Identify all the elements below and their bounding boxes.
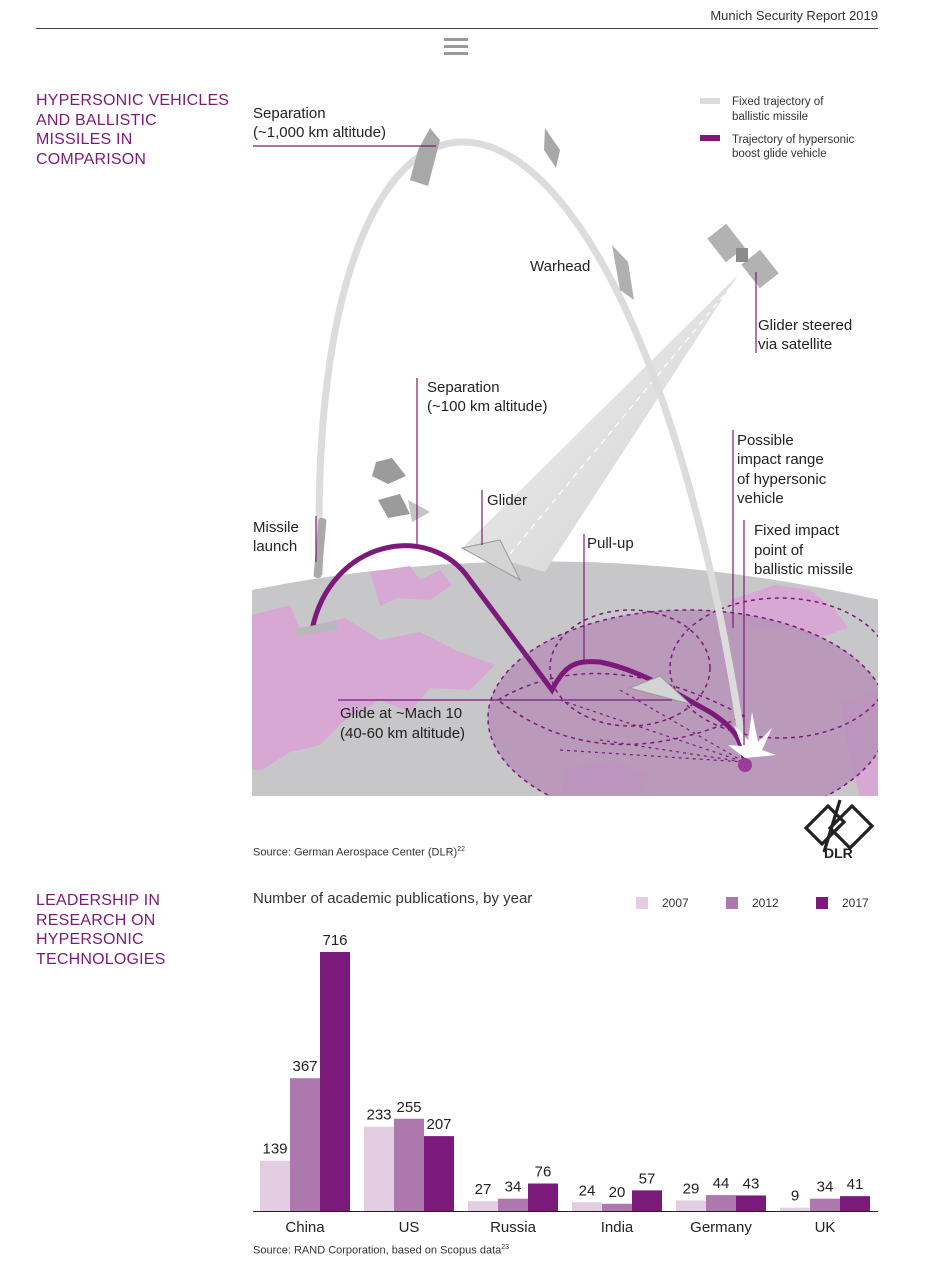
dlr-logo-icon: DLR bbox=[803, 799, 875, 860]
bar-value-label: 233 bbox=[366, 1107, 391, 1124]
bar-value-label: 27 bbox=[475, 1181, 492, 1198]
bar-value-label: 139 bbox=[262, 1141, 287, 1158]
bar-russia-2012 bbox=[498, 1198, 528, 1211]
legend-hypersonic-line1: Trajectory of hypersonic bbox=[732, 134, 855, 146]
label-glider-steered: Glider steered bbox=[758, 317, 852, 334]
label-fixed-impact-2: point of bbox=[754, 542, 804, 559]
bar-value-label: 76 bbox=[535, 1164, 552, 1181]
launch-pad-icon bbox=[294, 621, 338, 637]
separated-stages-icon bbox=[372, 458, 430, 522]
legend-hypersonic-line2: boost glide vehicle bbox=[732, 148, 827, 160]
menu-icon[interactable] bbox=[444, 38, 468, 58]
impact-burst-icon bbox=[728, 712, 776, 758]
bar-value-label: 20 bbox=[609, 1184, 626, 1201]
bar-value-label: 9 bbox=[791, 1188, 799, 1205]
report-title: Munich Security Report 2019 bbox=[710, 8, 878, 23]
label-glide-altitude: (40-60 km altitude) bbox=[340, 725, 465, 742]
diagram-source: Source: German Aerospace Center (DLR)22 bbox=[253, 846, 465, 859]
bar-us-2012 bbox=[394, 1118, 424, 1211]
bar-india-2007 bbox=[572, 1202, 602, 1211]
rocket-stage-icon bbox=[410, 128, 560, 186]
bar-russia-2017 bbox=[528, 1183, 558, 1211]
bar-value-label: 255 bbox=[396, 1099, 421, 1116]
category-label-russia: Russia bbox=[490, 1219, 537, 1236]
bar-value-label: 34 bbox=[817, 1179, 834, 1196]
ballistic-trajectory bbox=[315, 138, 749, 761]
bar-germany-2007 bbox=[676, 1200, 706, 1211]
bar-value-label: 716 bbox=[322, 932, 347, 949]
bar-value-label: 367 bbox=[292, 1058, 317, 1075]
bar-russia-2007 bbox=[468, 1201, 498, 1211]
chart-title: Number of academic publications, by year bbox=[253, 890, 533, 907]
missile-icon bbox=[313, 518, 327, 578]
satellite-beam bbox=[462, 275, 738, 572]
label-impact-range-3: of hypersonic bbox=[737, 471, 827, 488]
bar-uk-2012 bbox=[810, 1198, 840, 1211]
bar-value-label: 41 bbox=[847, 1176, 864, 1193]
category-label-india: India bbox=[601, 1219, 634, 1236]
label-via-satellite: via satellite bbox=[758, 336, 832, 353]
category-label-germany: Germany bbox=[690, 1219, 752, 1236]
glider-icon bbox=[460, 539, 522, 582]
legend-item-2012: 2012 bbox=[726, 896, 779, 910]
warhead-icon bbox=[612, 245, 634, 300]
bar-china-2017 bbox=[320, 952, 350, 1211]
label-impact-range-2: impact range bbox=[737, 451, 824, 468]
legend-fixed-line1: Fixed trajectory of bbox=[732, 96, 824, 108]
label-impact-range-1: Possible bbox=[737, 432, 794, 449]
bar-value-label: 34 bbox=[505, 1179, 522, 1196]
bar-india-2012 bbox=[602, 1203, 632, 1211]
bar-value-label: 43 bbox=[743, 1175, 760, 1192]
bar-germany-2012 bbox=[706, 1195, 736, 1211]
label-warhead: Warhead bbox=[530, 258, 590, 275]
bar-value-label: 24 bbox=[579, 1182, 596, 1199]
label-separation-high-altitude: (~1,000 km altitude) bbox=[253, 124, 386, 141]
label-separation-low: Separation bbox=[427, 379, 500, 396]
label-glider: Glider bbox=[487, 492, 527, 509]
bar-uk-2007 bbox=[780, 1207, 810, 1211]
header-divider bbox=[36, 28, 878, 29]
category-label-china: China bbox=[285, 1219, 325, 1236]
legend-item-2007: 2007 bbox=[636, 896, 689, 910]
bar-india-2017 bbox=[632, 1190, 662, 1211]
label-impact-range-4: vehicle bbox=[737, 490, 784, 507]
category-label-uk: UK bbox=[815, 1219, 836, 1236]
bar-uk-2017 bbox=[840, 1196, 870, 1211]
hypersonic-diagram: Fixed trajectory of Separation (~1,000 k… bbox=[252, 96, 878, 796]
diagram-section-title: HYPERSONIC VEHICLES AND BALLISTIC MISSIL… bbox=[36, 92, 230, 168]
bar-value-label: 57 bbox=[639, 1170, 656, 1187]
satellite-icon bbox=[707, 223, 779, 289]
label-launch: launch bbox=[253, 538, 297, 555]
label-separation-low-altitude: (~100 km altitude) bbox=[427, 398, 547, 415]
legend-fixed-line2: ballistic missile bbox=[732, 111, 808, 123]
bar-value-label: 29 bbox=[683, 1181, 700, 1198]
label-glide-mach: Glide at ~Mach 10 bbox=[340, 705, 462, 722]
bar-china-2007 bbox=[260, 1160, 290, 1211]
dlr-logo-text: DLR bbox=[824, 845, 853, 860]
label-fixed-impact-3: ballistic missile bbox=[754, 561, 853, 578]
chart-source: Source: RAND Corporation, based on Scopu… bbox=[253, 1244, 510, 1257]
glider-pullup-icon bbox=[628, 675, 691, 705]
hypersonic-trajectory bbox=[309, 543, 748, 768]
label-missile: Missile bbox=[253, 519, 299, 536]
chart-section-title: LEADERSHIP IN RESEARCH ON HYPERSONIC TEC… bbox=[36, 892, 166, 968]
legend-item-2017: 2017 bbox=[816, 896, 869, 910]
bar-us-2007 bbox=[364, 1126, 394, 1211]
bar-us-2017 bbox=[424, 1136, 454, 1211]
label-separation-high: Separation bbox=[253, 105, 326, 122]
bar-germany-2017 bbox=[736, 1195, 766, 1211]
bar-china-2012 bbox=[290, 1078, 320, 1211]
label-fixed-impact-1: Fixed impact bbox=[754, 522, 840, 539]
bar-value-label: 44 bbox=[713, 1175, 730, 1192]
bar-value-label: 207 bbox=[426, 1116, 451, 1133]
label-pull-up: Pull-up bbox=[587, 535, 634, 552]
category-label-us: US bbox=[399, 1219, 420, 1236]
